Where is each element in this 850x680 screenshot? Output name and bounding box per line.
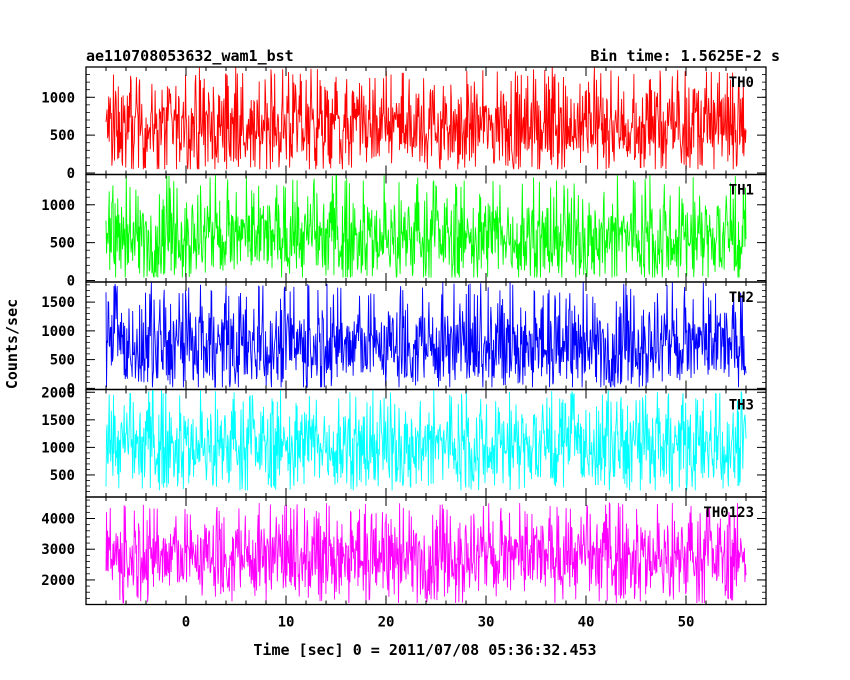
y-tick-label: 0 xyxy=(67,166,75,182)
series-trace-th2 xyxy=(105,281,747,388)
y-tick-label: 1500 xyxy=(41,413,75,429)
x-axis-label: Time [sec] 0 = 2011/07/08 05:36:32.453 xyxy=(253,641,596,659)
y-tick-label: 1000 xyxy=(41,440,75,456)
x-tick-label: 40 xyxy=(578,615,595,631)
y-tick-label: 1500 xyxy=(41,295,75,311)
y-tick-label: 1000 xyxy=(41,324,75,340)
series-label-th1: TH1 xyxy=(729,183,754,199)
series-label-th0: TH0 xyxy=(729,75,754,91)
series-trace-th1 xyxy=(105,173,747,278)
panel-th3: 500 1000 1500 2000 TH3 xyxy=(41,385,767,498)
panel-th0: 0 500 1000 TH0 xyxy=(41,66,767,182)
panel-th1: 0 500 1000 TH1 xyxy=(41,173,767,289)
y-tick-label: 4000 xyxy=(41,512,75,528)
y-tick-label: 0 xyxy=(67,381,75,397)
series-trace-th0123 xyxy=(105,501,747,604)
y-tick-label: 1000 xyxy=(41,198,75,214)
series-trace-th0 xyxy=(105,66,747,170)
series-label-th0123: TH0123 xyxy=(703,505,754,521)
header-title: ae110708053632_wam1_bst xyxy=(86,47,294,65)
x-tick-label: 10 xyxy=(278,615,295,631)
y-tick-label: 1000 xyxy=(41,90,75,106)
panels: 0 500 1000 TH0 0 500 1000 TH1 0 500 1000 1500 TH2 500… xyxy=(41,66,767,606)
x-tick-label: 30 xyxy=(478,615,495,631)
y-tick-label: 500 xyxy=(50,236,75,252)
x-tick-label: 0 xyxy=(182,615,190,631)
x-tick-label: 50 xyxy=(678,615,695,631)
x-tick-label: 20 xyxy=(378,615,395,631)
series-label-th3: TH3 xyxy=(729,398,754,414)
series-label-th2: TH2 xyxy=(729,290,754,306)
panel-th0123: 2000 3000 4000 TH0123 xyxy=(41,496,767,606)
y-tick-label: 0 xyxy=(67,273,75,289)
y-axis-label: Counts/sec xyxy=(3,299,21,389)
y-tick-label: 500 xyxy=(50,353,75,369)
y-tick-label: 3000 xyxy=(41,542,75,558)
y-tick-label: 2000 xyxy=(41,385,75,401)
series-trace-th3 xyxy=(105,388,747,491)
x-axis-tick-labels: 0 10 20 30 40 50 xyxy=(182,615,695,631)
y-tick-label: 2000 xyxy=(41,573,75,589)
bin-time-label: Bin time: 1.5625E-2 s xyxy=(590,47,780,65)
y-tick-label: 500 xyxy=(50,468,75,484)
panel-th2: 0 500 1000 1500 TH2 xyxy=(41,281,767,397)
y-tick-label: 500 xyxy=(50,128,75,144)
